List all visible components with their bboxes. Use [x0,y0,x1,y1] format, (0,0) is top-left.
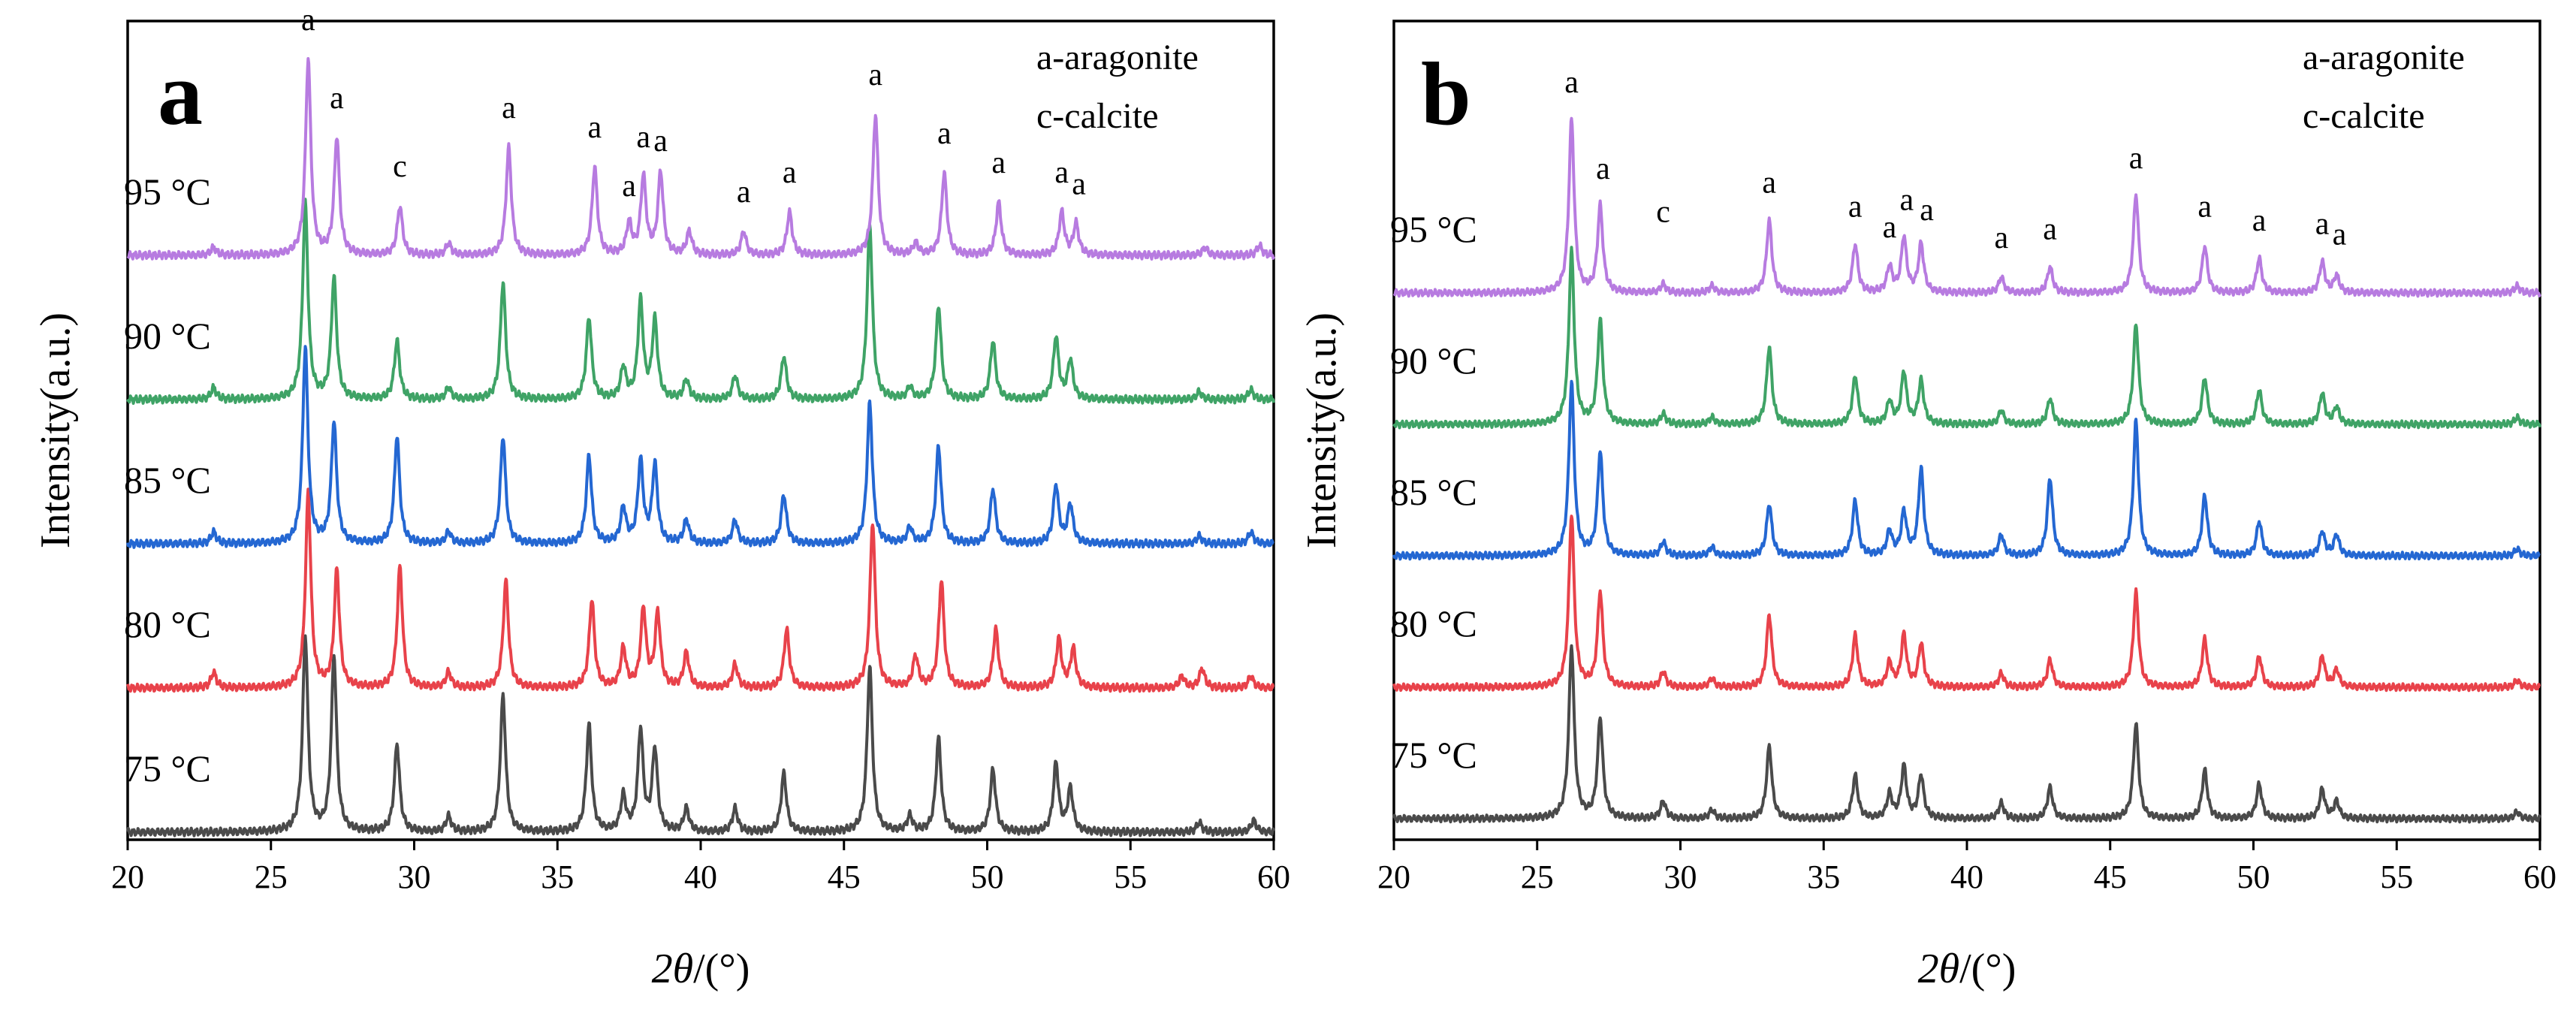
panel-a-x-tick-label-55: 55 [1114,859,1147,895]
panel-b-temp-label-95: 95 °C [1390,208,1477,250]
panel-a-peak-label-3: a [502,91,516,125]
panel-a-peak-label-9: a [783,155,797,190]
panel-a-temp-label-95: 95 °C [124,171,211,213]
panel-b-letter: b [1421,44,1471,143]
panel-a-temp-label-80: 80 °C [124,603,211,645]
panel-b-temp-label-80: 80 °C [1390,602,1477,644]
panel-b-peak-label-13: a [2315,207,2330,242]
panel-a-trace-75c [126,634,1275,837]
panel-b-x-tick-label-35: 35 [1807,859,1840,895]
panel-b-x-tick-label-55: 55 [2380,859,2413,895]
panel-b-trace-75c [1392,644,2541,824]
panel-a-temp-label-90: 90 °C [124,315,211,357]
panel-b-x-tick-label-50: 50 [2237,859,2270,895]
panel-a-legend-calcite: c-calcite [1036,96,1159,136]
panel-b-peak-label-10: a [2129,141,2143,176]
panel-a-peak-label-11: a [937,116,952,151]
panel-b-ticks: 20 25 30 35 40 45 50 55 60 [1377,840,2556,895]
panel-a-peak-label-5: a [622,169,636,204]
panel-b-peak-label-1: a [1596,152,1610,186]
panel-a-x-tick-label-60: 60 [1257,859,1290,895]
panel-a-letter: a [158,44,203,143]
panel-a-trace-85c [126,345,1275,549]
panel-a-x-tick-label-50: 50 [971,859,1004,895]
panel-b-peak-label-6: a [1900,183,1914,217]
panel-a-trace-90c [126,198,1275,405]
panel-b-trace-90c [1392,246,2541,430]
panel-b-temperature-labels: 75 °C 80 °C 85 °C 90 °C 95 °C [1390,208,1477,776]
panel-a-ticks: 20 25 30 35 40 45 50 55 60 [111,840,1290,895]
panel-a-x-tick-label-30: 30 [398,859,431,895]
panel-b-trace-80c [1392,515,2541,693]
panel-a-y-axis-label: Intensity(a.u.) [32,312,79,548]
panel-b-peak-label-5: a [1883,210,1897,245]
panel-b-peak-label-9: a [2043,213,2057,247]
panel-a-temp-label-75: 75 °C [124,747,211,789]
panel-a-peak-label-4: a [588,110,602,145]
panel-a-peak-label-12: a [991,146,1006,180]
panel-b-peak-label-3: a [1762,165,1776,200]
panel-b-temp-label-85: 85 °C [1390,471,1477,513]
panel-a-x-tick-label-35: 35 [541,859,574,895]
panel-b-y-axis-label: Intensity(a.u.) [1299,312,1345,548]
panel-b-peak-label-8: a [1994,221,2008,255]
panel-b-x-tick-label-25: 25 [1521,859,1554,895]
panel-a-peak-label-8: a [737,175,751,210]
panel-b-peak-label-7: a [1920,193,1934,228]
panel-b-legend-aragonite: a-aragonite [2303,38,2465,77]
panel-b-peak-label-11: a [2197,190,2212,225]
panel-a-frame [126,20,1275,841]
panel-b-peak-label-0: a [1564,65,1579,100]
panel-b-trace-85c [1392,379,2541,561]
panel-a-peak-label-6: a [636,120,650,155]
panel-a-peak-label-14: a [1072,167,1086,201]
panel-a-peak-label-10: a [868,58,882,92]
panel-a-peak-label-2: c [393,149,407,184]
panel-b-x-axis-label: 2θ/(°) [1918,946,2016,992]
panel-a-peak-label-7: a [653,124,668,158]
panel-b-x-tick-label-60: 60 [2523,859,2556,895]
panel-b-legend-calcite: c-calcite [2303,96,2425,136]
panel-b-traces [1392,116,2541,824]
panel-a-trace-80c [126,487,1275,693]
panel-a-x-tick-label-20: 20 [111,859,144,895]
panel-b-trace-95c [1392,116,2541,298]
panel-b-x-tick-label-45: 45 [2094,859,2127,895]
panel-b-peak-label-14: a [2333,217,2347,252]
panel-b-peak-label-2: c [1656,195,1670,230]
panel-a-legend-aragonite: a-aragonite [1036,38,1199,77]
panel-b-x-tick-label-30: 30 [1664,859,1697,895]
panel-b-temp-label-90: 90 °C [1390,339,1477,382]
panel-b-peak-label-12: a [2252,204,2267,238]
panel-a-x-tick-label-45: 45 [828,859,861,895]
panel-a-temperature-labels: 75 °C 80 °C 85 °C 90 °C 95 °C [124,171,211,789]
panel-a-traces [126,57,1275,837]
panel-b-x-tick-label-20: 20 [1377,859,1410,895]
panel-a-peak-label-0: a [301,3,315,38]
panel-a-x-tick-label-40: 40 [684,859,717,895]
panel-b-peak-label-4: a [1848,190,1863,225]
panel-a-peak-label-13: a [1054,155,1069,190]
panel-a-x-tick-label-25: 25 [255,859,288,895]
panel-a-peak-label-1: a [330,81,344,116]
panel-b-frame [1392,20,2541,841]
panel-a-trace-95c [126,57,1275,261]
panel-b-temp-label-75: 75 °C [1390,734,1477,776]
panel-a-temp-label-85: 85 °C [124,459,211,501]
panel-a-x-axis-label: 2θ/(°) [652,946,750,992]
panel-b-x-tick-label-40: 40 [1950,859,1983,895]
